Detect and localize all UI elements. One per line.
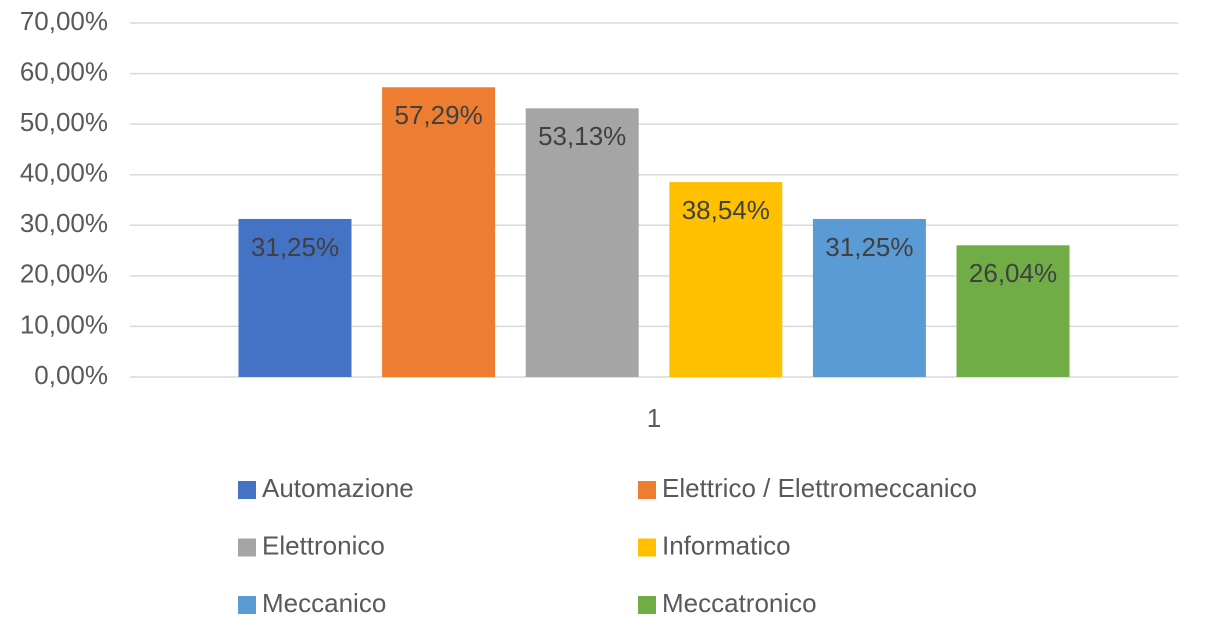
data-label: 53,13% [538, 121, 626, 151]
legend-swatch [238, 596, 256, 614]
y-tick-label: 30,00% [20, 208, 108, 238]
bar [238, 218, 352, 377]
y-tick-label: 50,00% [20, 107, 108, 137]
legend-label: Elettronico [262, 530, 385, 560]
x-tick-label: 1 [647, 403, 661, 433]
bar [812, 218, 926, 377]
legend-swatch [638, 596, 656, 614]
y-tick-label: 20,00% [20, 259, 108, 289]
bar [382, 87, 496, 378]
data-label: 57,29% [395, 100, 483, 130]
legend-swatch [638, 481, 656, 499]
legend-label: Meccatronico [662, 588, 817, 618]
y-tick-label: 70,00% [20, 6, 108, 36]
bar [525, 108, 639, 378]
bar [956, 245, 1070, 377]
data-label: 38,54% [682, 195, 770, 225]
legend-swatch [638, 538, 656, 557]
legend-swatch [238, 538, 256, 557]
legend-label: Informatico [662, 530, 791, 560]
legend-label: Meccanico [262, 588, 386, 618]
y-tick-label: 0,00% [34, 360, 108, 390]
data-label: 31,25% [251, 232, 339, 262]
data-label: 26,04% [969, 258, 1057, 288]
legend-swatch [238, 481, 256, 499]
y-tick-label: 10,00% [20, 309, 108, 339]
data-label: 31,25% [825, 232, 913, 262]
legend-label: Automazione [262, 473, 414, 503]
bar [669, 182, 783, 377]
y-tick-label: 60,00% [20, 56, 108, 86]
legend-label: Elettrico / Elettromeccanico [662, 473, 977, 503]
y-tick-label: 40,00% [20, 158, 108, 188]
